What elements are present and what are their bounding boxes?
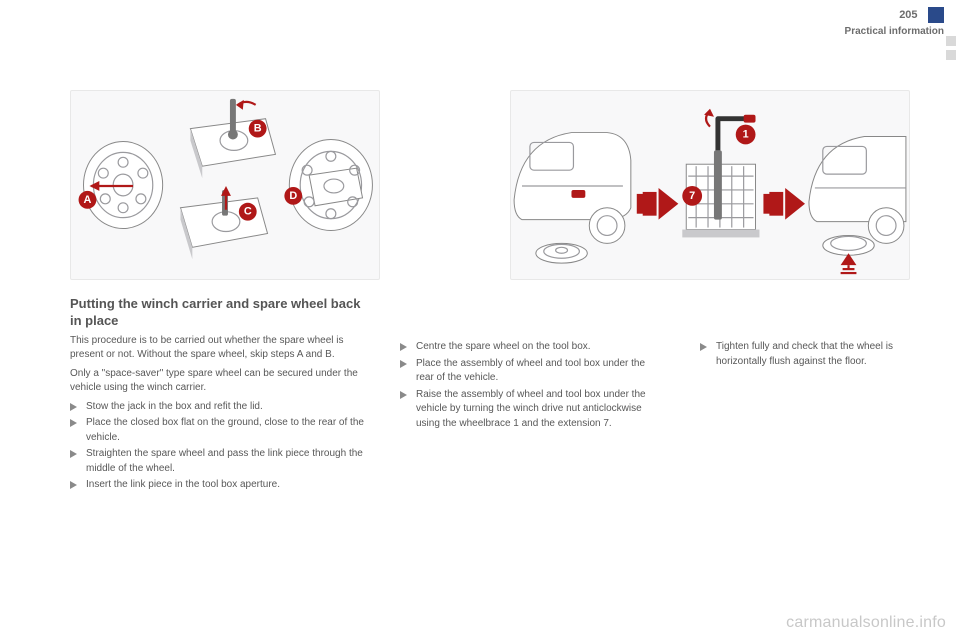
side-mark [946, 50, 956, 60]
list-item-text: Straighten the spare wheel and pass the … [86, 448, 363, 474]
wheel-a-icon [84, 141, 163, 228]
text-column-2: Centre the spare wheel on the tool box. … [400, 340, 660, 433]
text-column-1: Putting the winch carrier and spare whee… [70, 296, 370, 495]
bullet-arrow-icon [400, 391, 407, 399]
text-column-3: Tighten fully and check that the wheel i… [700, 340, 910, 371]
intro-paragraph: This procedure is to be carried out whet… [70, 334, 370, 363]
list-item: Stow the jack in the box and refit the l… [70, 400, 370, 415]
bullet-arrow-icon [700, 343, 707, 351]
diagram-vehicle-winch: 1 7 [510, 90, 910, 280]
diagram-label-d: D [289, 190, 297, 202]
toolbox-b-icon [190, 99, 275, 178]
list-item-text: Tighten fully and check that the wheel i… [716, 341, 893, 367]
list-item: Place the assembly of wheel and tool box… [400, 357, 660, 386]
diagram-label-7: 7 [689, 190, 695, 202]
list-item: Place the closed box flat on the ground,… [70, 416, 370, 445]
list-item-text: Place the assembly of wheel and tool box… [416, 358, 645, 384]
bullet-arrow-icon [400, 360, 407, 368]
bullet-arrow-icon [70, 419, 77, 427]
list-item: Insert the link piece in the tool box ap… [70, 478, 370, 493]
section-title: Practical information [845, 26, 944, 37]
bullet-arrow-icon [70, 481, 77, 489]
page-number: 205 [899, 9, 917, 21]
car-rear-left-icon [514, 133, 631, 264]
list-item-text: Stow the jack in the box and refit the l… [86, 401, 263, 412]
list-item: Tighten fully and check that the wheel i… [700, 340, 910, 369]
diagram-label-1: 1 [743, 129, 749, 141]
corner-accent [928, 7, 944, 23]
diagram-label-b: B [254, 123, 262, 135]
bullet-arrow-icon [70, 450, 77, 458]
page-header: 205 Practical information [845, 6, 944, 37]
intro-paragraph: Only a "space-saver" type spare wheel ca… [70, 367, 370, 396]
list-item-text: Insert the link piece in the tool box ap… [86, 479, 280, 490]
arrow-right-icon [763, 188, 805, 220]
subsection-heading: Putting the winch carrier and spare whee… [70, 296, 370, 330]
toolbox-c-icon [180, 186, 267, 259]
list-item: Centre the spare wheel on the tool box. [400, 340, 660, 355]
bullet-arrow-icon [70, 403, 77, 411]
side-tab-marks [946, 36, 956, 60]
bullet-arrow-icon [400, 343, 407, 351]
list-item-text: Centre the spare wheel on the tool box. [416, 341, 591, 352]
list-item: Raise the assembly of wheel and tool box… [400, 388, 660, 432]
watermark: carmanualsonline.info [786, 614, 946, 632]
list-item: Straighten the spare wheel and pass the … [70, 447, 370, 476]
arrow-right-icon [637, 188, 679, 220]
car-rear-right-icon [809, 137, 906, 274]
diagram-label-c: C [244, 206, 252, 218]
side-mark [946, 36, 956, 46]
diagram-wheel-toolbox: A B C [70, 90, 380, 280]
list-item-text: Place the closed box flat on the ground,… [86, 417, 364, 443]
diagram-label-a: A [84, 194, 92, 206]
wheel-d-icon [289, 139, 372, 230]
list-item-text: Raise the assembly of wheel and tool box… [416, 389, 646, 429]
